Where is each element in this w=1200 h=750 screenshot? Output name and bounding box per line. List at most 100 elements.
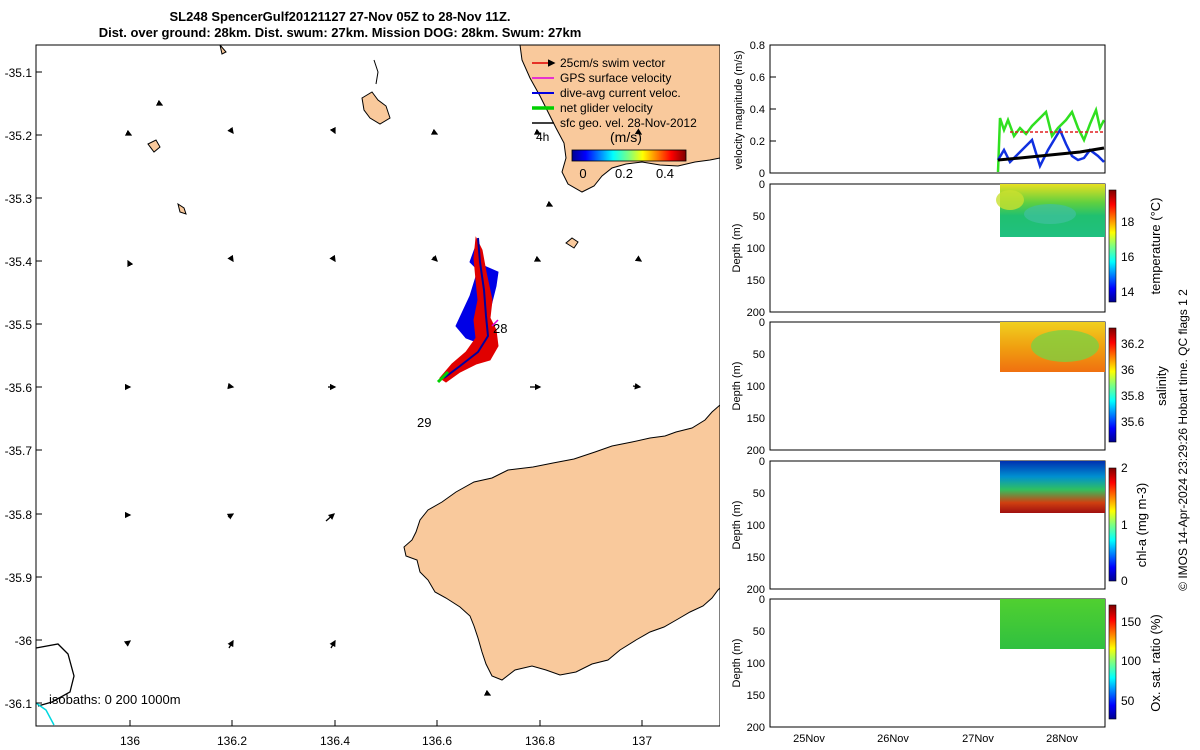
chla-cbar-tick: 2 — [1121, 461, 1128, 475]
oxygen-panel: 0 50 100 150 200 Depth (m) 150 100 50 Ox… — [731, 594, 1163, 734]
lon-tick-labels: 136 136.2 136.4 136.6 136.8 137 — [120, 734, 652, 748]
swim-vector-band — [439, 236, 499, 383]
velocity-ytick: 0.8 — [750, 40, 765, 52]
isobath-contour — [35, 643, 75, 707]
land-southern-peninsula — [403, 404, 720, 681]
lat-label: -35.4 — [5, 255, 33, 269]
velocity-ylabel: velocity magnitude (m/s) — [733, 50, 745, 169]
legend-swim-vector: 25cm/s swim vector — [560, 56, 665, 70]
legend-gps-velocity: GPS surface velocity — [560, 71, 671, 85]
chla-colorbar — [1108, 467, 1117, 582]
island-6 — [373, 59, 379, 85]
salinity-colorbar — [1108, 327, 1117, 443]
salinity-cbar-tick: 35.8 — [1121, 389, 1145, 403]
chla-ylabel: Depth (m) — [731, 501, 743, 550]
chla-cbar-label: chl-a (mg m-3) — [1134, 483, 1149, 568]
velocity-black-series — [997, 146, 1105, 162]
time-tick: 26Nov — [877, 733, 909, 745]
day-label-29: 29 — [417, 415, 431, 430]
lat-label: -35.1 — [5, 66, 33, 80]
lon-label: 136.6 — [422, 734, 452, 748]
colorbar-label: (m/s) — [610, 129, 642, 145]
lat-label: -35.2 — [5, 129, 33, 143]
oxygen-ylabel: Depth (m) — [731, 639, 743, 688]
figure-title: SL248 SpencerGulf20121127 27-Nov 05Z to … — [30, 9, 650, 41]
velocity-green-series — [996, 105, 1106, 173]
lon-label: 136 — [120, 734, 140, 748]
title-line-1: SL248 SpencerGulf20121127 27-Nov 05Z to … — [169, 9, 511, 24]
speed-colorbar-ticks: 0 0.2 0.4 — [579, 166, 674, 181]
lon-label: 136.2 — [217, 734, 247, 748]
chla-cbar-tick: 1 — [1121, 518, 1128, 532]
lat-label: -35.7 — [5, 444, 33, 458]
temperature-depth-tick: 0 — [759, 179, 765, 191]
oxygen-colorbar — [1108, 604, 1117, 720]
island-4 — [565, 237, 579, 249]
lon-ticks — [129, 720, 643, 726]
oxygen-depth-tick: 100 — [747, 658, 765, 670]
legend-sfc-geo-velocity: sfc geo. vel. 28-Nov-2012 — [560, 116, 697, 130]
legend-net-glider-velocity: net glider velocity — [560, 101, 653, 115]
map-legend: 25cm/s swim vector GPS surface velocity … — [532, 56, 697, 130]
oxygen-depth-tick: 200 — [747, 722, 765, 734]
speed-colorbar — [571, 149, 687, 162]
salinity-panel: 0 50 100 150 200 Depth (m) 36.2 36 35.8 … — [731, 317, 1169, 457]
time-tick: 25Nov — [793, 733, 825, 745]
salinity-depth-tick: 50 — [753, 349, 765, 361]
salinity-ylabel: Depth (m) — [731, 362, 743, 411]
chla-depth-tick: 200 — [747, 584, 765, 596]
chla-depth-tick: 0 — [759, 456, 765, 468]
chla-section — [1000, 461, 1105, 513]
isobath-cyan — [35, 702, 55, 726]
time-tick: 28Nov — [1046, 733, 1078, 745]
title-line-2: Dist. over ground: 28km. Dist. swum: 27k… — [98, 25, 582, 40]
colorbar-tick: 0.2 — [615, 166, 633, 181]
velocity-panel: 0.8 0.6 0.4 0.2 0 velocity magnitude (m/… — [733, 40, 1106, 180]
surface-velocity-arrows — [123, 99, 643, 696]
time-tick: 27Nov — [962, 733, 994, 745]
temperature-depth-tick: 100 — [747, 243, 765, 255]
chla-depth-tick: 100 — [747, 520, 765, 532]
temperature-ylabel: Depth (m) — [731, 224, 743, 273]
velocity-ytick: 0.6 — [750, 72, 765, 84]
lat-ticks — [36, 71, 42, 704]
lat-label: -36.1 — [5, 697, 33, 711]
glider-track — [443, 237, 490, 379]
temperature-panel: 0 50 100 150 200 Depth (m) 18 16 14 temp… — [731, 179, 1163, 319]
oxygen-cbar-label: Ox. sat. ratio (%) — [1148, 614, 1163, 712]
salinity-cbar-tick: 36 — [1121, 363, 1135, 377]
chla-cbar-tick: 0 — [1121, 574, 1128, 588]
temperature-depth-tick: 150 — [747, 275, 765, 287]
colorbar-tick: 0 — [579, 166, 586, 181]
oxygen-depth-tick: 150 — [747, 690, 765, 702]
island-5 — [219, 44, 227, 55]
lat-label: -35.3 — [5, 192, 33, 206]
oxygen-cbar-tick: 50 — [1121, 694, 1135, 708]
oxygen-depth-tick: 50 — [753, 626, 765, 638]
velocity-ytick: 0.4 — [750, 104, 765, 116]
oxygen-depth-tick: 0 — [759, 594, 765, 606]
temperature-cbar-tick: 14 — [1121, 285, 1135, 299]
chla-depth-tick: 150 — [747, 552, 765, 564]
colorbar-tick: 0.4 — [656, 166, 674, 181]
oxygen-section — [1000, 599, 1105, 649]
temperature-cbar-tick: 16 — [1121, 250, 1135, 264]
day-label-28: 28 — [493, 321, 507, 336]
salinity-cbar-tick: 36.2 — [1121, 337, 1145, 351]
gps-surface-arrow — [491, 319, 499, 327]
profile-panels: 0.8 0.6 0.4 0.2 0 velocity magnitude (m/… — [731, 40, 1190, 745]
chla-depth-tick: 50 — [753, 488, 765, 500]
salinity-depth-tick: 150 — [747, 413, 765, 425]
island-2 — [147, 139, 161, 153]
velocity-ytick: 0 — [759, 168, 765, 180]
legend-dive-avg-current: dive-avg current veloc. — [560, 86, 681, 100]
oxygen-cbar-tick: 150 — [1121, 615, 1141, 629]
chla-panel: 0 50 100 150 200 Depth (m) 2 1 0 chl-a (… — [731, 456, 1149, 596]
salinity-depth-tick: 0 — [759, 317, 765, 329]
salinity-cbar-label: salinity — [1154, 366, 1169, 406]
temperature-depth-tick: 200 — [747, 307, 765, 319]
salinity-cbar-tick: 35.6 — [1121, 415, 1145, 429]
time-axis-labels: 25Nov 26Nov 27Nov 28Nov — [793, 733, 1078, 745]
velocity-blue-series — [996, 127, 1105, 170]
isobaths-legend: isobaths: 0 200 1000m — [49, 692, 181, 707]
